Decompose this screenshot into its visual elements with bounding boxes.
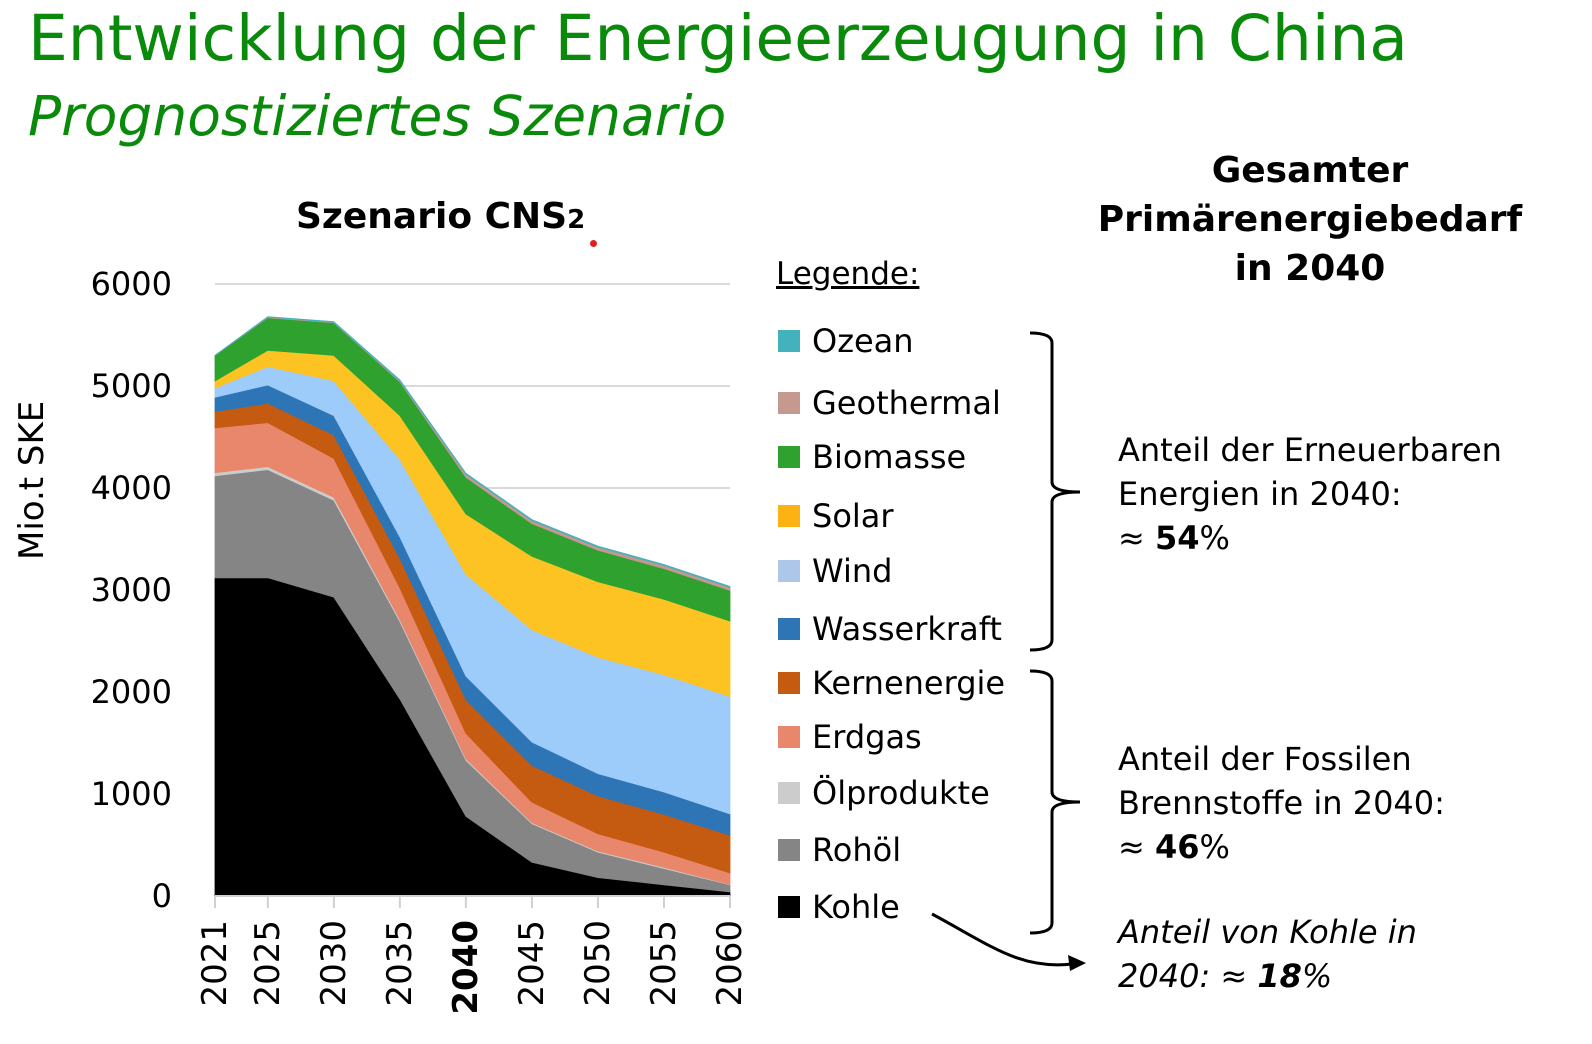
chart-title-text: Szenario CNS	[296, 196, 568, 237]
y-tick-label: 3000	[91, 571, 172, 609]
area-ozean	[214, 316, 731, 589]
legend-item: Wasserkraft	[778, 610, 1002, 648]
fossil-brace-icon	[1029, 669, 1081, 935]
legend-label: Erdgas	[812, 718, 922, 756]
coal-value-line: 2040: ≈ 18%	[1118, 954, 1417, 998]
coal-line1: Anteil von Kohle in	[1118, 913, 1417, 951]
y-tick-label: 1000	[91, 775, 172, 813]
legend-title: Legende:	[776, 256, 920, 292]
legend-swatch	[778, 505, 800, 527]
legend-swatch	[778, 726, 800, 748]
legend-item: Kernenergie	[778, 664, 1005, 702]
legend-label: Ölprodukte	[812, 774, 990, 812]
legend-label: Rohöl	[812, 831, 902, 869]
legend-swatch	[778, 896, 800, 918]
summary-title-line3: in 2040	[1234, 248, 1386, 289]
legend-swatch	[778, 330, 800, 352]
legend-label: Solar	[812, 497, 894, 535]
renewables-share-note: Anteil der Erneuerbaren Energien in 2040…	[1118, 428, 1502, 560]
legend-swatch	[778, 618, 800, 640]
legend-item: Ozean	[778, 322, 914, 360]
legend-swatch	[778, 782, 800, 804]
approx-sign: ≈	[1118, 828, 1155, 866]
y-tick-label: 2000	[91, 673, 172, 711]
coal-line2-prefix: 2040: ≈	[1118, 957, 1258, 995]
y-tick-label: 4000	[91, 469, 172, 507]
red-dot-marker	[590, 240, 597, 247]
legend-item: Wind	[778, 552, 892, 590]
chart-title: Szenario CNS2	[296, 196, 585, 237]
legend-item: Rohöl	[778, 831, 901, 869]
x-tick-label: 2055	[644, 920, 684, 1007]
y-tick-labels: 0 1000 2000 3000 4000 5000 6000	[91, 265, 172, 915]
legend-item: Kohle	[778, 888, 900, 926]
x-tick-label: 2035	[380, 920, 420, 1007]
legend-label: Wasserkraft	[812, 610, 1002, 648]
legend-label: Biomasse	[812, 438, 967, 476]
y-tick-label: 0	[152, 877, 172, 915]
area-layers	[214, 316, 731, 897]
legend-label: Kernenergie	[812, 664, 1006, 702]
x-tick-labels: 2021 2025 2030 2035 2040 2045 2050 2055 2060	[195, 895, 750, 1015]
x-tick-label: 2021	[195, 920, 235, 1007]
x-tick-label: 2025	[248, 920, 288, 1007]
legend-item: Ölprodukte	[778, 774, 990, 812]
percent-sign: %	[1301, 957, 1333, 995]
percent-sign: %	[1199, 828, 1230, 866]
legend-swatch	[778, 446, 800, 468]
legend-swatch	[778, 560, 800, 582]
legend-label: Wind	[812, 552, 893, 590]
coal-share-note: Anteil von Kohle in 2040: ≈ 18%	[1118, 910, 1417, 998]
x-tick-label: 2045	[512, 920, 552, 1007]
summary-title-line1: Gesamter	[1211, 150, 1409, 191]
legend-label: Geothermal	[812, 384, 1001, 422]
legend-item: Solar	[778, 497, 894, 535]
percent-sign: %	[1199, 519, 1230, 557]
page-subtitle: Prognostiziertes Szenario	[28, 84, 727, 148]
x-tick-label: 2030	[314, 920, 354, 1007]
chart-title-subscript: 2	[567, 205, 586, 235]
fossil-value-line: ≈ 46%	[1118, 825, 1445, 869]
summary-title-line2: Primärenergiebedarf	[1097, 199, 1523, 240]
legend-item: Biomasse	[778, 438, 966, 476]
legend-swatch	[778, 392, 800, 414]
renewables-value: 54	[1154, 519, 1200, 557]
fossil-line2: Brennstoffe in 2040:	[1118, 784, 1445, 822]
x-tick-label: 2060	[710, 920, 750, 1007]
legend-label: Ozean	[812, 322, 914, 360]
coal-arrowhead-icon	[1068, 955, 1086, 971]
fossil-line1: Anteil der Fossilen	[1118, 740, 1412, 778]
page-title: Entwicklung der Energieerzeugung in Chin…	[28, 2, 1408, 75]
coal-value: 18	[1257, 957, 1302, 995]
legend-item: Erdgas	[778, 718, 922, 756]
y-tick-label: 5000	[91, 367, 172, 405]
y-axis-label: Mio.t SKE	[12, 400, 52, 560]
fossil-share-note: Anteil der Fossilen Brennstoffe in 2040:…	[1118, 737, 1445, 869]
renewables-value-line: ≈ 54%	[1118, 516, 1502, 560]
legend-item: Geothermal	[778, 384, 1001, 422]
legend-label: Kohle	[812, 888, 900, 926]
renewables-line1: Anteil der Erneuerbaren	[1118, 431, 1502, 469]
approx-sign: ≈	[1118, 519, 1155, 557]
legend-swatch	[778, 839, 800, 861]
x-tick-label: 2050	[578, 920, 618, 1007]
legend-swatch	[778, 672, 800, 694]
summary-title: Gesamter Primärenergiebedarf in 2040	[1060, 146, 1560, 293]
fossil-value: 46	[1154, 828, 1200, 866]
renewables-line2: Energien in 2040:	[1118, 475, 1402, 513]
coal-arrow-line	[931, 912, 1073, 967]
y-tick-label: 6000	[91, 265, 172, 303]
renewables-brace-icon	[1029, 331, 1081, 652]
x-tick-label: 2040	[446, 920, 486, 1015]
